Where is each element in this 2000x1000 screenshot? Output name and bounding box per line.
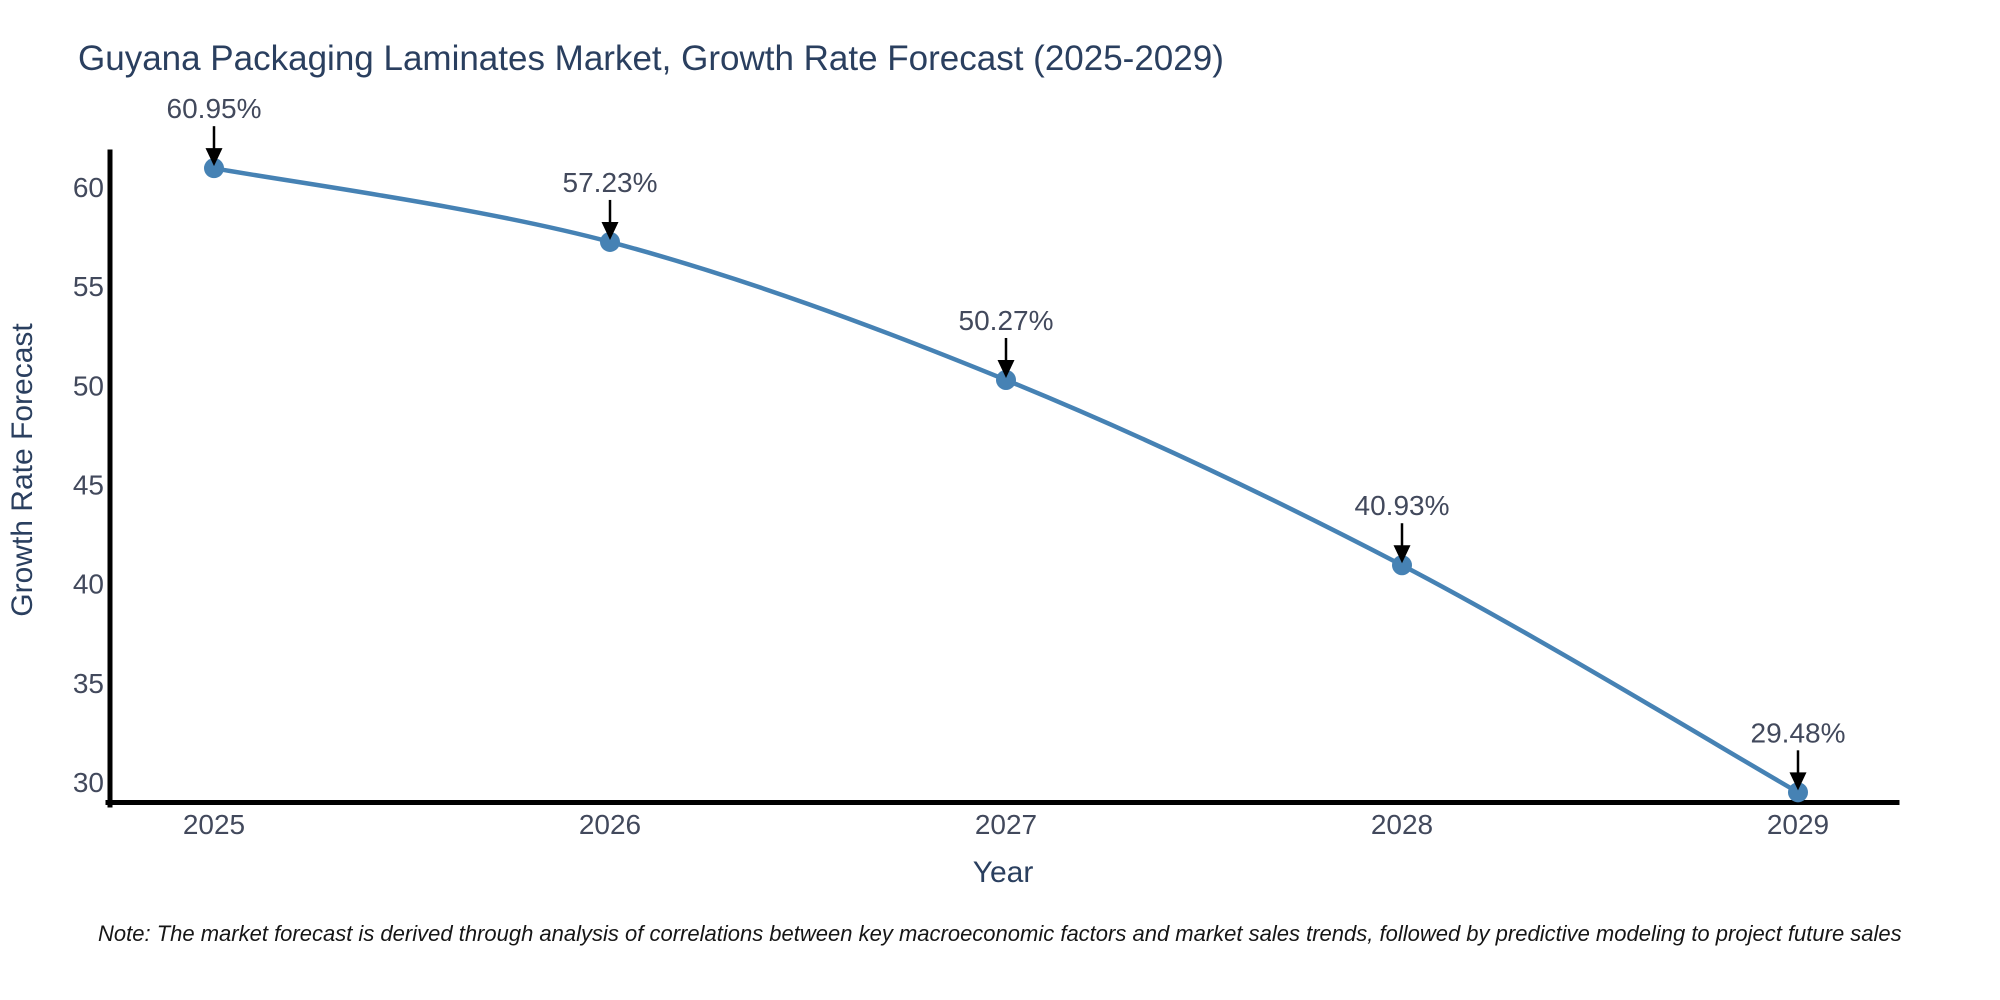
- data-point-2028: [1392, 555, 1412, 576]
- x-axis-title: Year: [973, 856, 1034, 889]
- y-tick-label: 35: [73, 668, 104, 699]
- annotation-arrowhead: [1789, 772, 1807, 791]
- x-tick-label: 2028: [1371, 809, 1433, 840]
- data-point-annotations: 60.95% 57.23% 50.27% 40.93% 29.48%: [167, 93, 1846, 791]
- y-tick-label: 50: [73, 370, 104, 401]
- y-axis-tick-labels: 30 35 40 45 50 55 60: [73, 172, 104, 798]
- y-tick-label: 30: [73, 767, 104, 798]
- annotation-label: 40.93%: [1355, 490, 1450, 521]
- y-tick-label: 40: [73, 569, 104, 600]
- footnote: Note: The market forecast is derived thr…: [98, 921, 1902, 946]
- annotation-label: 57.23%: [563, 167, 658, 198]
- annotation-2029: 29.48%: [1751, 717, 1846, 791]
- data-point-2026: [600, 231, 620, 252]
- annotation-2026: 57.23%: [563, 167, 658, 240]
- data-point-2027: [996, 369, 1016, 390]
- y-tick-label: 55: [73, 271, 104, 302]
- x-tick-label: 2027: [975, 809, 1037, 840]
- data-point-2029: [1788, 782, 1808, 803]
- y-tick-label: 60: [73, 172, 104, 203]
- data-point-2025: [204, 158, 224, 179]
- annotation-arrowhead: [997, 359, 1015, 378]
- x-tick-label: 2026: [579, 809, 641, 840]
- annotation-arrowhead: [205, 148, 223, 167]
- annotation-label: 29.48%: [1751, 717, 1846, 748]
- x-tick-label: 2025: [183, 809, 245, 840]
- annotation-label: 60.95%: [167, 93, 262, 124]
- annotation-2025: 60.95%: [167, 93, 262, 167]
- x-tick-label: 2029: [1767, 809, 1829, 840]
- chart-title: Guyana Packaging Laminates Market, Growt…: [78, 39, 1224, 78]
- y-tick-label: 45: [73, 470, 104, 501]
- annotation-2028: 40.93%: [1355, 490, 1450, 564]
- annotation-arrowhead: [601, 221, 619, 240]
- annotation-arrowhead: [1393, 545, 1411, 564]
- data-point-markers: [204, 158, 1808, 803]
- annotation-label: 50.27%: [959, 305, 1054, 336]
- x-axis-tick-labels: 2025 2026 2027 2028 2029: [183, 809, 1829, 840]
- annotation-2027: 50.27%: [959, 305, 1054, 378]
- y-axis-title: Growth Rate Forecast: [6, 323, 39, 617]
- line-series: [211, 165, 1801, 795]
